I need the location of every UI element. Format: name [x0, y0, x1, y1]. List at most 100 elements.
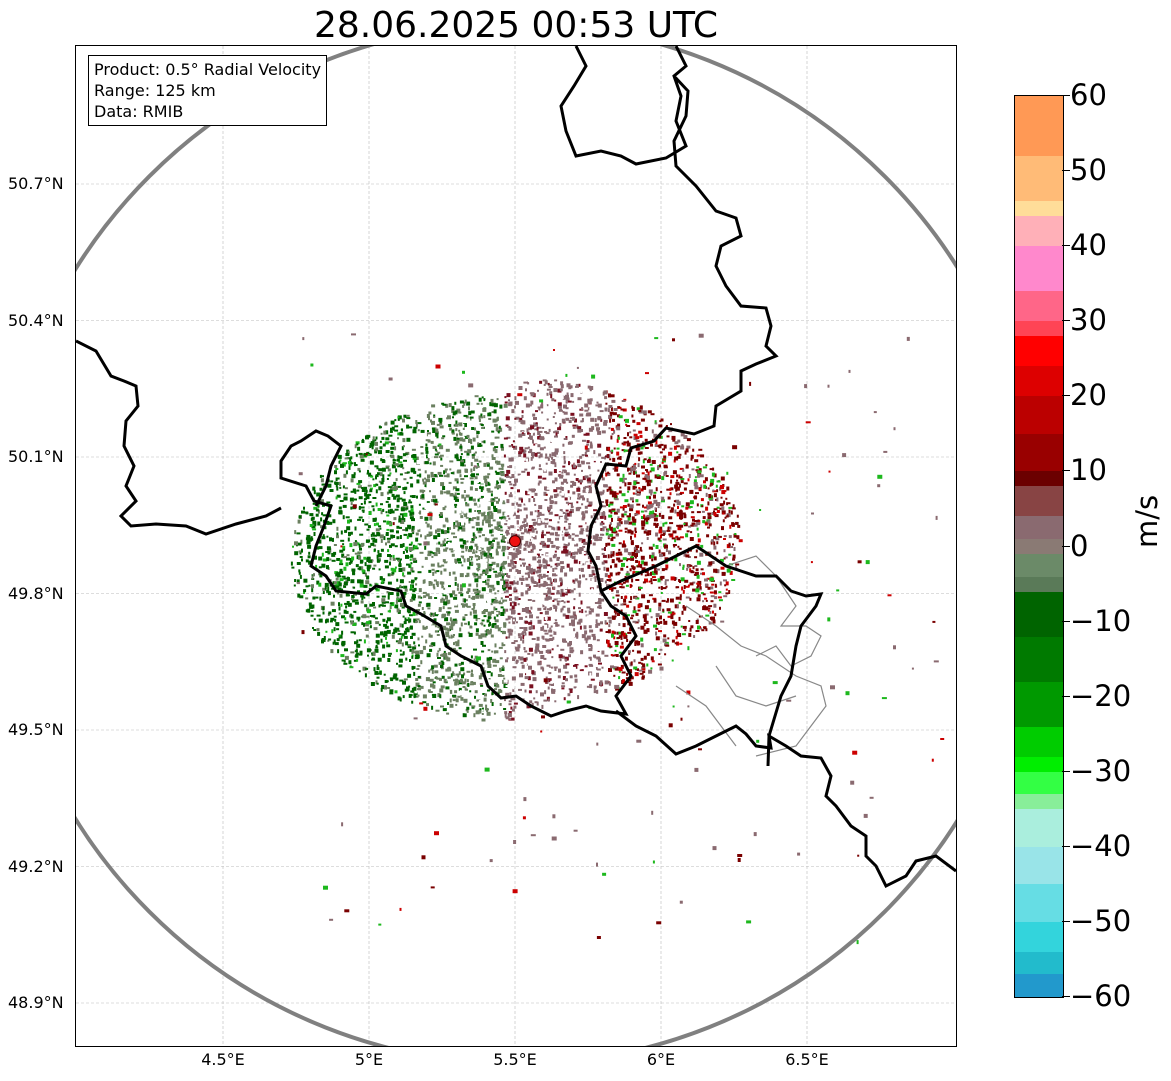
echo-pixel [586, 440, 590, 444]
echo-pixel [579, 623, 582, 626]
echo-pixel [677, 439, 681, 443]
echo-pixel [615, 526, 618, 529]
echo-pixel [720, 476, 725, 481]
echo-pixel [502, 569, 507, 574]
echo-pixel [574, 678, 578, 683]
echo-pixel [560, 608, 563, 613]
echo-pixel [509, 597, 512, 601]
echo-pixel [454, 410, 458, 415]
echo-pixel [462, 713, 467, 718]
echo-pixel [407, 609, 411, 614]
echo-pixel [502, 587, 506, 591]
echo-pixel [564, 520, 568, 523]
echo-pixel [577, 493, 581, 496]
echo-pixel [615, 534, 619, 537]
echo-pixel [618, 670, 621, 673]
echo-pixel [663, 618, 665, 621]
echo-pixel [568, 386, 572, 390]
echo-pixel [575, 531, 579, 535]
echo-pixel [336, 558, 341, 561]
echo-pixel [579, 413, 584, 417]
echo-pixel [494, 419, 498, 422]
echo-pixel [495, 549, 498, 553]
echo-pixel [612, 418, 615, 422]
echo-pixel [693, 573, 696, 576]
echo-pixel [386, 617, 391, 622]
echo-pixel [381, 685, 385, 689]
echo-pixel [713, 568, 718, 573]
echo-pixel [409, 625, 413, 630]
echo-pixel [656, 474, 660, 477]
echo-pixel [441, 597, 444, 601]
echo-pixel [455, 589, 460, 594]
echo-pixel [535, 422, 538, 425]
echo-pixel [529, 448, 533, 453]
echo-pixel [667, 637, 670, 640]
echo-pixel [550, 523, 555, 526]
echo-pixel [333, 594, 335, 598]
echo-pixel [432, 694, 437, 698]
echo-pixel [409, 588, 413, 591]
echo-pixel [495, 436, 500, 439]
echo-pixel [462, 604, 465, 608]
echo-pixel [395, 478, 398, 482]
radar-map[interactable] [75, 45, 957, 1047]
echo-pixel [528, 404, 532, 407]
echo-pixel [646, 495, 651, 499]
echo-pixel [375, 680, 378, 685]
echo-pixel [418, 644, 420, 647]
echo-pixel [420, 429, 425, 433]
echo-pixel [354, 444, 357, 449]
echo-pixel [593, 460, 596, 463]
echo-pixel [502, 566, 506, 571]
echo-pixel [338, 481, 341, 486]
echo-pixel [426, 653, 431, 658]
echo-pixel [399, 513, 404, 516]
echo-pixel [453, 536, 457, 539]
echo-pixel [682, 605, 685, 607]
echo-pixel [530, 425, 534, 430]
echo-pixel [653, 499, 658, 504]
echo-pixel [402, 418, 405, 423]
echo-pixel [476, 590, 481, 594]
echo-pixel [700, 568, 704, 571]
echo-pixel [714, 514, 719, 518]
echo-pixel [313, 629, 317, 631]
echo-pixel [460, 447, 463, 452]
echo-pixel [401, 642, 404, 647]
echo-pixel [420, 685, 424, 689]
echo-pixel [477, 619, 481, 624]
echo-pixel [697, 519, 700, 522]
echo-pixel [472, 609, 477, 614]
echo-pixel [647, 479, 652, 483]
echo-pixel [611, 654, 615, 657]
echo-pixel [576, 501, 579, 504]
echo-pixel [544, 610, 549, 615]
echo-pixel [590, 678, 595, 681]
echo-pixel [353, 610, 357, 613]
echo-pixel [454, 649, 458, 652]
echo-pixel [553, 431, 556, 434]
echo-pixel [556, 592, 561, 595]
echo-pixel [515, 514, 520, 519]
echo-pixel [472, 437, 476, 442]
echo-pixel [520, 564, 522, 567]
echo-pixel [677, 526, 682, 531]
echo-pixel [392, 461, 396, 464]
echo-pixel [389, 512, 392, 514]
echo-pixel [367, 525, 371, 529]
echo-pixel [625, 614, 630, 617]
echo-pixel [342, 548, 345, 551]
echo-pixel [459, 432, 463, 436]
echo-pixel [443, 678, 447, 683]
echo-pixel [470, 700, 474, 703]
echo-pixel [642, 410, 647, 415]
echo-pixel [608, 405, 613, 408]
echo-pixel [315, 596, 319, 599]
echo-pixel [389, 605, 392, 610]
echo-pixel [391, 484, 394, 487]
echo-pixel [339, 568, 343, 573]
echo-pixel [464, 598, 466, 603]
echo-pixel [495, 483, 498, 487]
echo-pixel [349, 666, 354, 669]
